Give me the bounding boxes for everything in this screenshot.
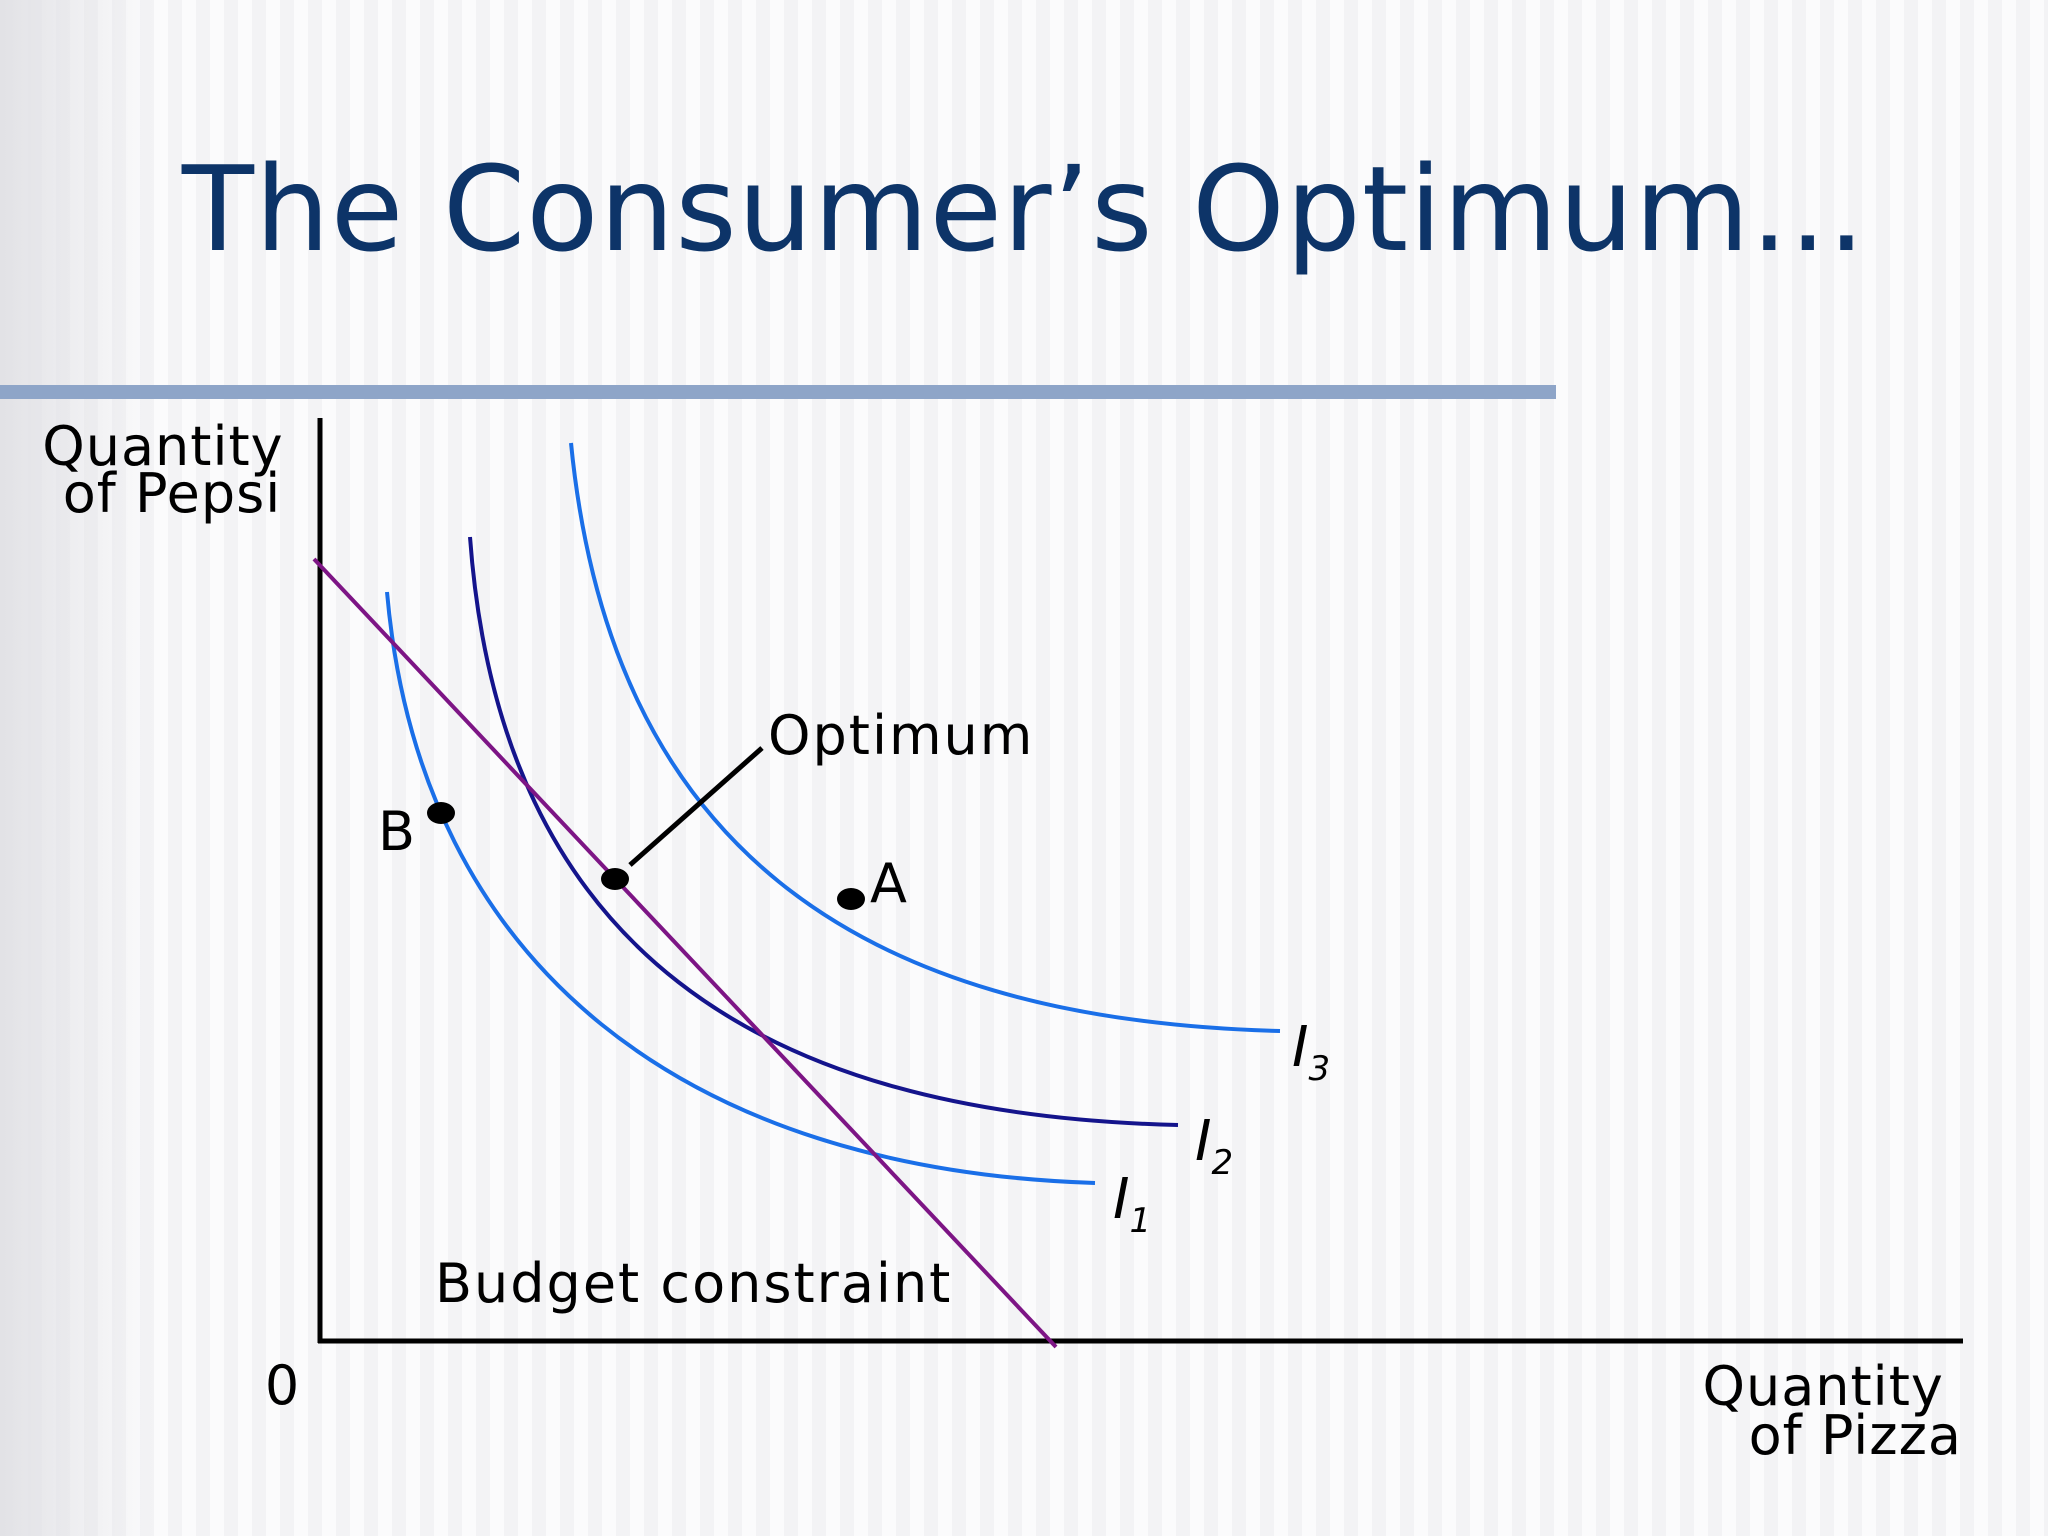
budget-constraint-line: [312, 557, 1058, 1349]
title-divider: [0, 385, 1556, 399]
point-b: [427, 802, 455, 824]
point-a: [837, 888, 865, 910]
curve-label-i3-sub: 3: [1309, 1049, 1331, 1089]
page-title: The Consumer’s Optimum...: [181, 140, 1867, 278]
budget-constraint-label: Budget constraint: [435, 1252, 952, 1315]
point-a-label: A: [870, 852, 907, 915]
curve-label-i2: I2: [1195, 1109, 1233, 1183]
left-shade: [0, 0, 155, 1536]
optimum-pointer: [628, 746, 764, 867]
curve-label-i3: I3: [1292, 1015, 1330, 1089]
curve-label-i3-letter: I: [1292, 1015, 1309, 1080]
x-axis-label-line1: Quantity: [1702, 1355, 1943, 1418]
point-b-label: B: [378, 800, 415, 863]
x-axis-label: Quantity of Pizza: [1702, 1355, 1962, 1467]
indifference-curve-i1: [385, 591, 1096, 1185]
curve-label-i1: I1: [1113, 1167, 1151, 1241]
indifference-curve-i2: [468, 536, 1179, 1127]
point-optimum: [601, 868, 629, 890]
y-axis-label: Quantity of Pepsi: [42, 415, 302, 525]
origin-label: 0: [265, 1354, 299, 1417]
curve-label-i1-letter: I: [1113, 1167, 1130, 1232]
y-axis-label-line2: of Pepsi: [63, 462, 282, 525]
y-axis-label-line1: Quantity: [42, 415, 283, 478]
optimum-label: Optimum: [768, 704, 1034, 767]
curve-label-i2-sub: 2: [1212, 1143, 1234, 1183]
curve-label-i2-letter: I: [1195, 1109, 1212, 1174]
indifference-curve-i3: [569, 442, 1281, 1033]
curve-label-i1-sub: 1: [1130, 1201, 1152, 1241]
x-axis-label-line2: of Pizza: [1749, 1404, 1962, 1467]
